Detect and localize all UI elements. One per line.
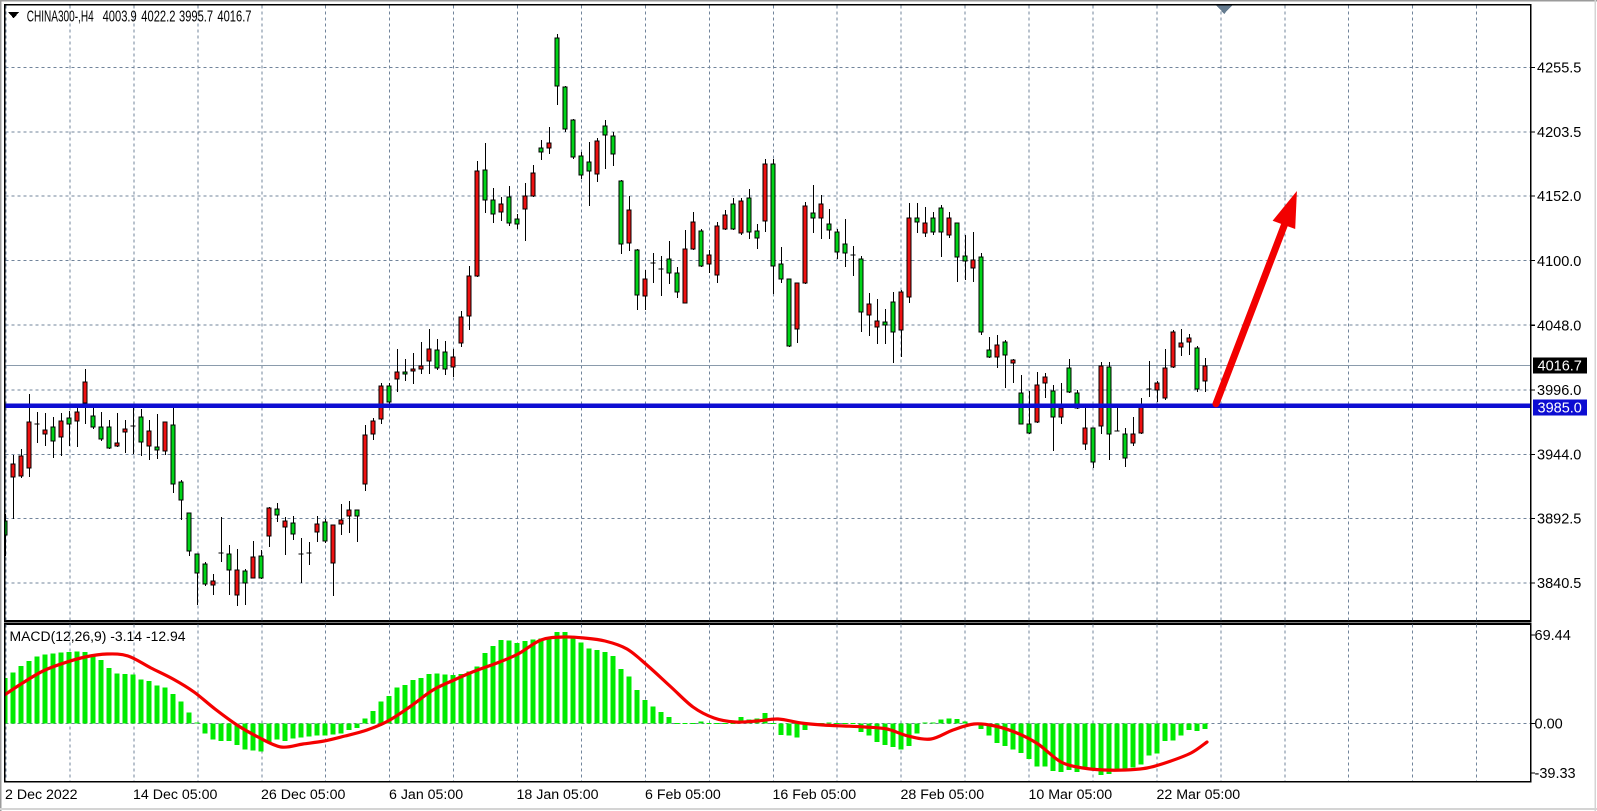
svg-text:4003.9: 4003.9 bbox=[103, 9, 137, 26]
svg-text:28 Feb 05:00: 28 Feb 05:00 bbox=[901, 787, 985, 803]
svg-text:6 Jan 05:00: 6 Jan 05:00 bbox=[389, 787, 463, 803]
svg-text:3995.7: 3995.7 bbox=[179, 9, 213, 26]
svg-text:MACD(12,26,9) -3.14 -12.94: MACD(12,26,9) -3.14 -12.94 bbox=[10, 629, 186, 645]
svg-text:3996.0: 3996.0 bbox=[1537, 383, 1581, 399]
svg-text:16 Feb 05:00: 16 Feb 05:00 bbox=[773, 787, 857, 803]
svg-text:4048.0: 4048.0 bbox=[1537, 318, 1581, 334]
svg-text:4203.5: 4203.5 bbox=[1537, 125, 1581, 141]
svg-text:22 Mar 05:00: 22 Mar 05:00 bbox=[1157, 787, 1241, 803]
svg-text:4255.5: 4255.5 bbox=[1537, 61, 1581, 77]
svg-text:4016.7: 4016.7 bbox=[217, 9, 251, 26]
svg-text:CHINA300-,H4: CHINA300-,H4 bbox=[27, 9, 94, 26]
svg-text:4100.0: 4100.0 bbox=[1537, 254, 1581, 270]
svg-text:6 Feb 05:00: 6 Feb 05:00 bbox=[645, 787, 721, 803]
svg-text:4016.7: 4016.7 bbox=[1538, 358, 1582, 374]
svg-text:-39.33: -39.33 bbox=[1535, 766, 1576, 782]
svg-text:18 Jan 05:00: 18 Jan 05:00 bbox=[517, 787, 599, 803]
svg-text:26 Dec 05:00: 26 Dec 05:00 bbox=[261, 787, 346, 803]
svg-text:3892.5: 3892.5 bbox=[1537, 512, 1581, 528]
svg-text:4152.0: 4152.0 bbox=[1537, 189, 1581, 205]
svg-text:69.44: 69.44 bbox=[1535, 628, 1571, 644]
svg-text:0.00: 0.00 bbox=[1535, 717, 1563, 733]
svg-text:2 Dec 2022: 2 Dec 2022 bbox=[5, 787, 78, 803]
svg-text:3944.0: 3944.0 bbox=[1537, 448, 1581, 464]
svg-text:14 Dec 05:00: 14 Dec 05:00 bbox=[133, 787, 218, 803]
svg-text:3840.5: 3840.5 bbox=[1537, 576, 1581, 592]
svg-text:3985.0: 3985.0 bbox=[1538, 401, 1582, 417]
svg-text:10 Mar 05:00: 10 Mar 05:00 bbox=[1029, 787, 1113, 803]
svg-text:4022.2: 4022.2 bbox=[141, 9, 175, 26]
